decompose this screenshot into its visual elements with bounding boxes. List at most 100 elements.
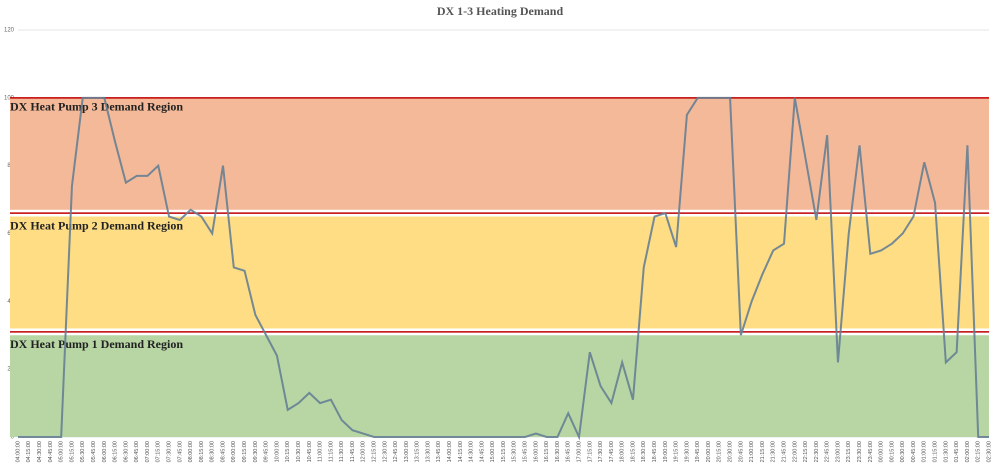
x-tick-label: 14:00:00 (447, 441, 453, 462)
x-tick-label: 05:00:00 (59, 441, 65, 462)
x-tick-label: 05:45:00 (91, 441, 97, 462)
x-tick-label: 16:30:00 (555, 441, 561, 462)
x-tick-label: 21:45:00 (781, 441, 787, 462)
x-tick-label: 20:00:00 (706, 441, 712, 462)
x-tick-label: 13:30:00 (425, 441, 431, 462)
x-tick-label: 19:30:00 (684, 441, 690, 462)
x-tick-label: 18:45:00 (652, 441, 658, 462)
x-tick-label: 13:00:00 (404, 441, 410, 462)
x-tick-label: 16:15:00 (544, 441, 550, 462)
x-tick-label: 08:45:00 (220, 441, 226, 462)
region-label: DX Heat Pump 1 Demand Region (10, 337, 183, 351)
x-tick-label: 23:00:00 (835, 441, 841, 462)
x-tick-label: 15:30:00 (512, 441, 518, 462)
x-tick-label: 06:45:00 (134, 441, 140, 462)
x-tick-label: 00:30:00 (900, 441, 906, 462)
x-tick-label: 23:30:00 (857, 441, 863, 462)
region-label: DX Heat Pump 2 Demand Region (10, 218, 183, 232)
x-tick-label: 09:15:00 (242, 441, 248, 462)
x-tick-label: 11:00:00 (318, 441, 324, 462)
x-tick-label: 14:45:00 (479, 441, 485, 462)
x-tick-label: 07:00:00 (145, 441, 151, 462)
demand-region (10, 216, 989, 329)
x-tick-label: 17:30:00 (598, 441, 604, 462)
y-tick-label: 100 (4, 95, 15, 101)
x-tick-label: 20:30:00 (728, 441, 734, 462)
x-tick-label: 01:00:00 (922, 441, 928, 462)
x-tick-label: 00:00:00 (879, 441, 885, 462)
x-tick-label: 01:15:00 (933, 441, 939, 462)
x-tick-label: 10:15:00 (285, 441, 291, 462)
chart-title: DX 1-3 Heating Demand (437, 4, 564, 18)
x-tick-label: 19:15:00 (674, 441, 680, 462)
x-tick-label: 07:15:00 (156, 441, 162, 462)
x-tick-label: 16:45:00 (566, 441, 572, 462)
x-tick-label: 14:15:00 (458, 441, 464, 462)
x-tick-label: 02:00:00 (965, 441, 971, 462)
x-tick-label: 11:15:00 (328, 441, 334, 462)
x-tick-label: 21:00:00 (749, 441, 755, 462)
x-tick-label: 01:30:00 (943, 441, 949, 462)
x-tick-label: 23:45:00 (868, 441, 874, 462)
x-tick-label: 08:30:00 (210, 441, 216, 462)
x-tick-label: 06:15:00 (113, 441, 119, 462)
x-tick-label: 07:45:00 (177, 441, 183, 462)
x-tick-label: 16:00:00 (533, 441, 539, 462)
x-tick-label: 09:45:00 (264, 441, 270, 462)
x-tick-label: 05:30:00 (80, 441, 86, 462)
x-tick-label: 22:00:00 (792, 441, 798, 462)
x-tick-label: 18:30:00 (641, 441, 647, 462)
x-tick-label: 19:45:00 (695, 441, 701, 462)
x-tick-label: 13:45:00 (436, 441, 442, 462)
x-tick-label: 15:45:00 (523, 441, 529, 462)
x-tick-label: 06:00:00 (102, 441, 108, 462)
x-tick-label: 06:30:00 (123, 441, 129, 462)
demand-region (10, 97, 989, 210)
demand-region (10, 335, 989, 437)
y-tick-label: 0 (11, 435, 15, 441)
x-tick-label: 11:45:00 (350, 441, 356, 462)
x-tick-label: 22:45:00 (825, 441, 831, 462)
x-tick-label: 13:15:00 (415, 441, 421, 462)
x-tick-label: 04:45:00 (48, 441, 54, 462)
x-tick-label: 22:15:00 (803, 441, 809, 462)
x-tick-label: 19:00:00 (663, 441, 669, 462)
x-tick-label: 00:45:00 (911, 441, 917, 462)
x-tick-label: 21:30:00 (771, 441, 777, 462)
x-tick-label: 23:15:00 (846, 441, 852, 462)
x-tick-label: 04:00:00 (15, 441, 21, 462)
x-tick-label: 02:30:00 (986, 441, 992, 462)
x-tick-label: 20:15:00 (717, 441, 723, 462)
x-tick-label: 18:15:00 (630, 441, 636, 462)
x-tick-label: 18:00:00 (620, 441, 626, 462)
x-tick-label: 14:30:00 (469, 441, 475, 462)
x-tick-label: 01:45:00 (954, 441, 960, 462)
x-tick-label: 17:00:00 (576, 441, 582, 462)
x-tick-label: 15:00:00 (490, 441, 496, 462)
x-tick-label: 08:15:00 (199, 441, 205, 462)
x-tick-label: 08:00:00 (188, 441, 194, 462)
x-tick-label: 10:30:00 (296, 441, 302, 462)
data-line (18, 96, 989, 441)
x-tick-label: 10:00:00 (274, 441, 280, 462)
x-tick-label: 21:15:00 (760, 441, 766, 462)
x-tick-label: 11:30:00 (339, 441, 345, 462)
x-tick-label: 02:15:00 (976, 441, 982, 462)
x-tick-label: 15:15:00 (501, 441, 507, 462)
x-tick-label: 20:45:00 (738, 441, 744, 462)
x-tick-label: 05:15:00 (69, 441, 75, 462)
x-tick-label: 22:30:00 (814, 441, 820, 462)
x-tick-label: 04:30:00 (37, 441, 43, 462)
x-tick-label: 04:15:00 (26, 441, 32, 462)
x-tick-label: 12:45:00 (393, 441, 399, 462)
region-label: DX Heat Pump 3 Demand Region (10, 100, 183, 114)
x-tick-label: 09:30:00 (253, 441, 259, 462)
x-tick-label: 09:00:00 (231, 441, 237, 462)
x-tick-label: 07:30:00 (166, 441, 172, 462)
x-tick-label: 12:00:00 (361, 441, 367, 462)
y-tick-label: 120 (4, 28, 15, 34)
x-tick-label: 00:15:00 (889, 441, 895, 462)
x-tick-label: 12:30:00 (382, 441, 388, 462)
x-tick-label: 17:15:00 (587, 441, 593, 462)
